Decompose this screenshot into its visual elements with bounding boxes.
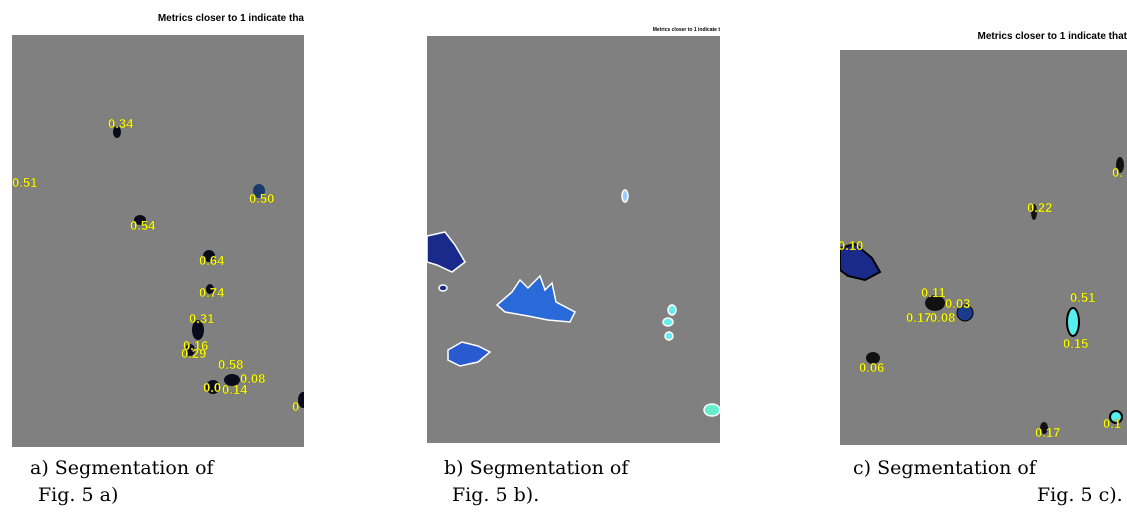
region-label: 0.29	[181, 346, 206, 361]
region-label: 0.22	[1027, 200, 1052, 215]
region-label: 0.51	[1070, 290, 1095, 305]
caption: b) Segmentation of	[444, 457, 630, 479]
caption: Fig. 5 c).	[1037, 484, 1123, 506]
region-label: 0.58	[218, 357, 243, 372]
panel-b: Metrics closer to 1 indicate t b) Segmen…	[427, 27, 720, 506]
caption: Fig. 5 a)	[38, 484, 118, 506]
region-label: 0.1	[1103, 416, 1121, 431]
region-label: 0.06	[859, 360, 884, 375]
region-label: 0.51	[12, 175, 37, 190]
region-label: 0.31	[189, 311, 214, 326]
region-label: 0.50	[249, 191, 274, 206]
caption: c) Segmentation of	[853, 457, 1038, 479]
region-label: 0.74	[199, 285, 225, 300]
region-label: 0.	[1112, 165, 1123, 180]
caption: Fig. 5 b).	[452, 484, 539, 506]
region-label: 0.14	[222, 382, 248, 397]
header: Metrics closer to 1 indicate t	[653, 27, 721, 33]
region-label: 0.15	[1063, 336, 1088, 351]
image	[840, 50, 1127, 445]
header: Metrics closer to 1 indicate tha	[158, 13, 305, 24]
region-label: 0.10	[838, 238, 863, 253]
region-label: 0.0	[203, 380, 221, 395]
region-label: 0.64	[199, 253, 225, 268]
region-label: 0.08	[930, 310, 955, 325]
header: Metrics closer to 1 indicate that	[978, 31, 1127, 42]
caption: a) Segmentation of	[30, 457, 216, 479]
region-label: 0	[292, 399, 299, 414]
region-label: 0.17	[906, 310, 931, 325]
region-label: 0.54	[130, 218, 156, 233]
region-label: 0.17	[1035, 425, 1060, 440]
region-label: 0.34	[108, 116, 134, 131]
panel-a: 0.340.510.500.540.640.740.310.160.290.58…	[12, 13, 308, 506]
region-label: 0.03	[945, 296, 970, 311]
image	[427, 36, 720, 443]
panel-c: 0.100.220.110.030.170.080.510.150.060.17…	[838, 31, 1127, 506]
region-label: 0.11	[921, 285, 946, 300]
figure: 0.340.510.500.540.640.740.310.160.290.58…	[0, 0, 1127, 521]
